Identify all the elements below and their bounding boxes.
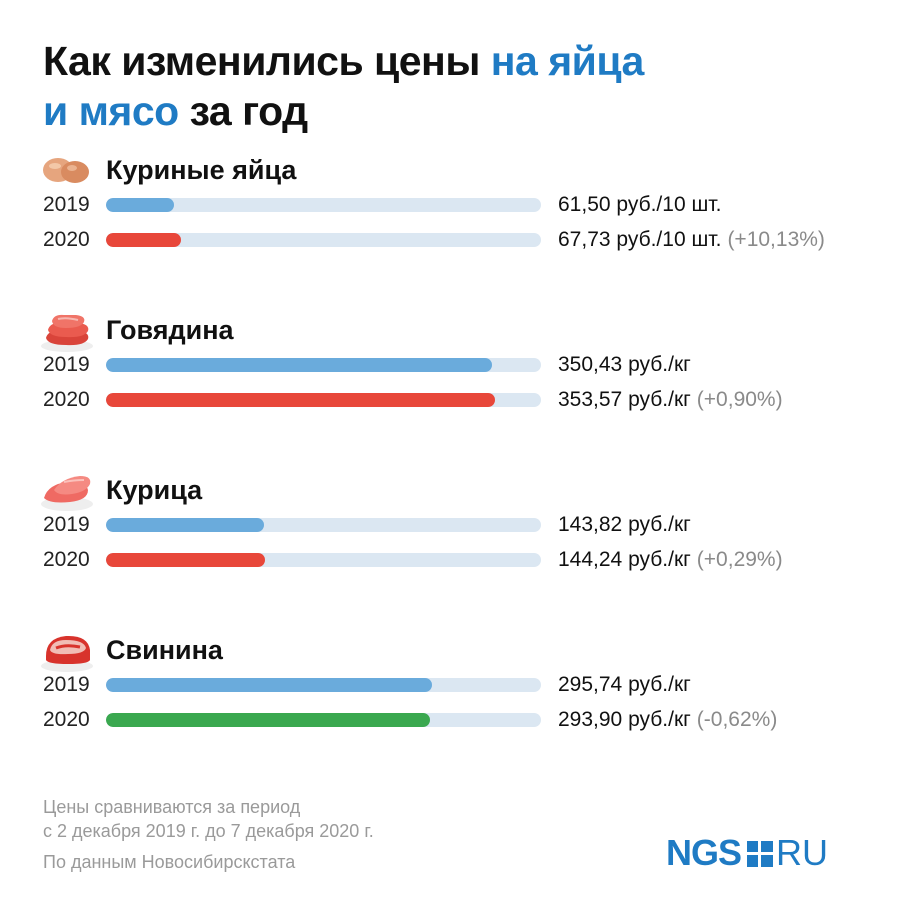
chicken-icon [41, 476, 93, 511]
title-line-2: и мясо за год [43, 86, 644, 136]
price-text: 293,90 руб./кг [558, 708, 691, 731]
price-text: 67,73 руб./10 шт. [558, 228, 722, 251]
price-text: 295,74 руб./кг [558, 673, 691, 696]
bar-track [106, 678, 541, 692]
bar-2020 [106, 553, 265, 567]
bar-2019 [106, 678, 432, 692]
logo-text: NGS [666, 832, 742, 873]
row-2019: 2019 143,82 руб./кг [0, 510, 901, 540]
bar-track [106, 518, 541, 532]
logo-squares-icon [747, 841, 774, 867]
bar-2019 [106, 518, 264, 532]
pork-icon [41, 635, 93, 672]
row-2019: 2019 61,50 руб./10 шт. [0, 190, 901, 220]
price-text: 353,57 руб./кг [558, 388, 691, 411]
year-label: 2020 [43, 388, 90, 411]
value-label: 353,57 руб./кг (+0,90%) [558, 385, 783, 415]
bar-track [106, 233, 541, 247]
change-text: (+0,90%) [696, 388, 783, 411]
year-label: 2020 [43, 708, 90, 731]
year-label: 2020 [43, 228, 90, 251]
row-2020: 2020 144,24 руб./кг (+0,29%) [0, 545, 901, 575]
category-name: Свинина [106, 635, 223, 665]
bar-2020 [106, 713, 430, 727]
value-label: 295,74 руб./кг [558, 670, 691, 700]
title-line-1: Как изменились цены на яйца [43, 36, 644, 86]
value-label: 293,90 руб./кг (-0,62%) [558, 705, 777, 735]
price-text: 143,82 руб./кг [558, 513, 691, 536]
price-text: 61,50 руб./10 шт. [558, 193, 722, 216]
source-note: По данным Новосибирскстата [43, 852, 296, 872]
category-pork: Свинина 2019 295,74 руб./кг 2020 293,90 … [0, 628, 901, 758]
title-text: за год [178, 88, 309, 134]
bar-track [106, 393, 541, 407]
value-label: 67,73 руб./10 шт. (+10,13%) [558, 225, 825, 255]
bar-track [106, 198, 541, 212]
page-title: Как изменились цены на яйца и мясо за го… [43, 36, 644, 136]
bar-2019 [106, 198, 174, 212]
category-eggs: Куриные яйца 2019 61,50 руб./10 шт. 2020… [0, 148, 901, 278]
bar-2020 [106, 393, 495, 407]
row-2020: 2020 293,90 руб./кг (-0,62%) [0, 705, 901, 735]
footnote-line: Цены сравниваются за период [43, 797, 301, 817]
price-text: 144,24 руб./кг [558, 548, 691, 571]
year-label: 2019 [43, 193, 90, 216]
footnote-line: с 2 декабря 2019 г. до 7 декабря 2020 г. [43, 821, 374, 841]
beef-icon [41, 314, 93, 352]
category-name: Курица [106, 475, 203, 505]
value-label: 350,43 руб./кг [558, 350, 691, 380]
value-label: 143,82 руб./кг [558, 510, 691, 540]
category-beef: Говядина 2019 350,43 руб./кг 2020 353,57… [0, 308, 901, 438]
row-2020: 2020 353,57 руб./кг (+0,90%) [0, 385, 901, 415]
change-text: (-0,62%) [696, 708, 778, 731]
title-accent: на яйца [490, 38, 645, 84]
bar-track [106, 713, 541, 727]
bar-track [106, 358, 541, 372]
row-2020: 2020 67,73 руб./10 шт. (+10,13%) [0, 225, 901, 255]
year-label: 2019 [43, 353, 90, 376]
footnote: Цены сравниваются за период с 2 декабря … [43, 795, 374, 843]
change-text: (+10,13%) [727, 228, 825, 251]
category-name: Говядина [106, 315, 234, 345]
bar-2020 [106, 233, 181, 247]
year-label: 2019 [43, 513, 90, 536]
bar-track [106, 553, 541, 567]
value-label: 144,24 руб./кг (+0,29%) [558, 545, 783, 575]
ngs-logo: NGS RU [666, 833, 828, 873]
row-2019: 2019 295,74 руб./кг [0, 670, 901, 700]
category-name: Куриные яйца [106, 155, 297, 185]
change-text: (+0,29%) [696, 548, 783, 571]
logo-text: RU [776, 832, 829, 873]
year-label: 2019 [43, 673, 90, 696]
category-chicken: Курица 2019 143,82 руб./кг 2020 144,24 р… [0, 468, 901, 598]
row-2019: 2019 350,43 руб./кг [0, 350, 901, 380]
price-text: 350,43 руб./кг [558, 353, 691, 376]
title-text: Как изменились цены [43, 38, 491, 84]
eggs-icon [43, 158, 89, 183]
year-label: 2020 [43, 548, 90, 571]
title-accent: и мясо [43, 88, 179, 134]
value-label: 61,50 руб./10 шт. [558, 190, 721, 220]
bar-2019 [106, 358, 492, 372]
